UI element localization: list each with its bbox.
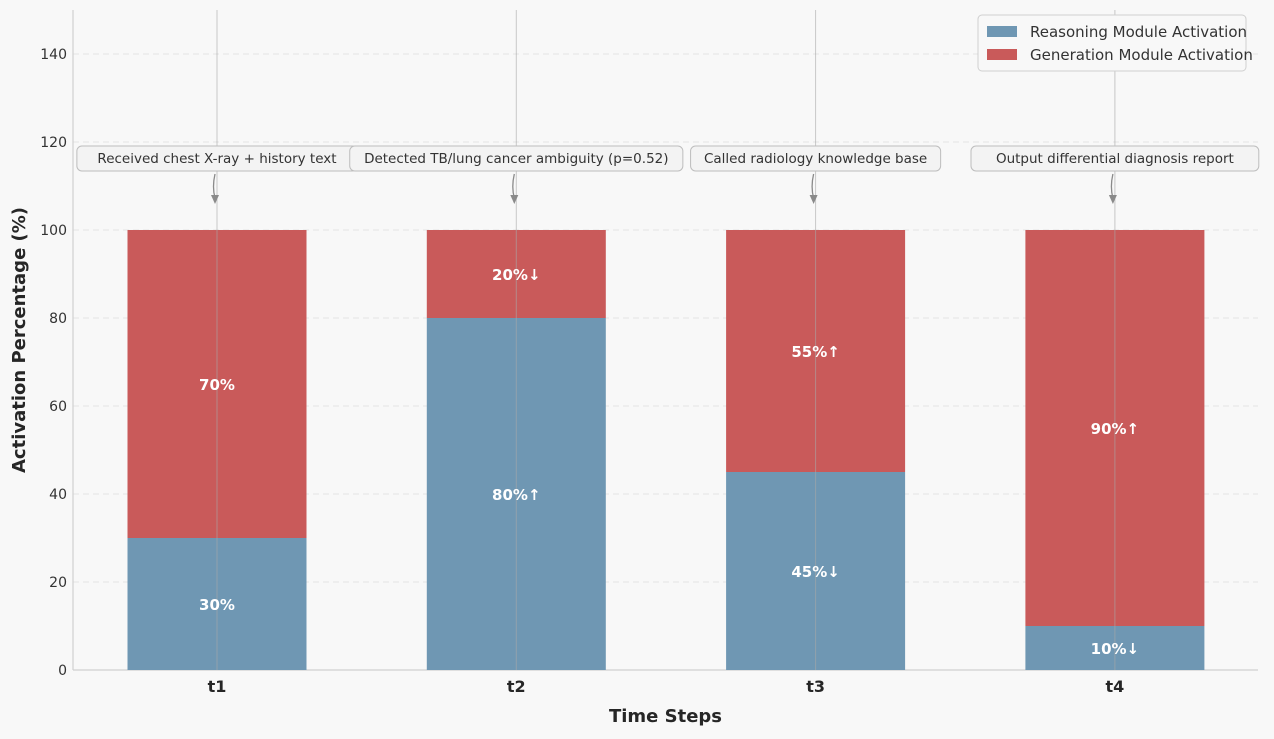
x-axis-title: Time Steps [609, 706, 722, 727]
annotation-text: Received chest X-ray + history text [97, 151, 336, 167]
y-tick-label: 80 [49, 311, 67, 327]
annotation-lines [216, 10, 1116, 670]
y-tick-label: 100 [40, 223, 67, 239]
data-label: 80%↑ [492, 486, 540, 504]
x-tick-label: t1 [208, 677, 227, 696]
annotation-box [690, 145, 942, 172]
x-tick-label: t3 [806, 677, 825, 696]
annotation-arrowhead [1108, 195, 1117, 204]
x-tick-label: t4 [1106, 677, 1125, 696]
annotation-text: Called radiology knowledge base [704, 151, 927, 167]
annotation-arrowhead [809, 195, 818, 204]
y-tick-label: 60 [49, 399, 67, 415]
legend: Reasoning Module Activation Generation Mo… [977, 14, 1253, 72]
data-label: 45%↓ [791, 563, 839, 581]
annotation-arrowhead [510, 195, 519, 204]
data-label: 30% [199, 596, 235, 614]
legend-swatch [987, 26, 1017, 37]
legend-box [977, 14, 1247, 72]
annotations: Received chest X-ray + history text Detec… [76, 145, 1260, 204]
y-tick-label: 140 [40, 47, 67, 63]
data-label: 20%↓ [492, 266, 540, 284]
data-label: 70% [199, 376, 235, 394]
y-tick-label: 20 [49, 575, 67, 591]
annotation-text: Output differential diagnosis report [996, 151, 1234, 167]
axes: 0 20 40 60 80 100 120 140 t1 t2 t3 t4 [40, 10, 1258, 696]
y-axis-title: Activation Percentage (%) [9, 207, 30, 473]
y-tick-label: 0 [58, 663, 67, 679]
data-label: 55%↑ [791, 343, 839, 361]
annotation-box [970, 145, 1260, 172]
data-label: 90%↑ [1091, 420, 1139, 438]
annotation-box [349, 145, 684, 172]
legend-label: Generation Module Activation [1030, 46, 1253, 64]
y-tick-label: 120 [40, 135, 67, 151]
legend-label: Reasoning Module Activation [1030, 23, 1247, 41]
data-label: 10%↓ [1091, 640, 1139, 658]
annotation-text: Detected TB/lung cancer ambiguity (p=0.5… [364, 151, 668, 167]
data-labels: 30% 80%↑ 45%↓ 10%↓ 70% 20%↓ 55%↑ 90%↑ [199, 266, 1139, 658]
legend-swatch [987, 49, 1017, 60]
grid-lines [73, 53, 1258, 583]
x-tick-label: t2 [507, 677, 526, 696]
y-tick-label: 40 [49, 487, 67, 503]
annotation-arrowhead [211, 195, 219, 204]
